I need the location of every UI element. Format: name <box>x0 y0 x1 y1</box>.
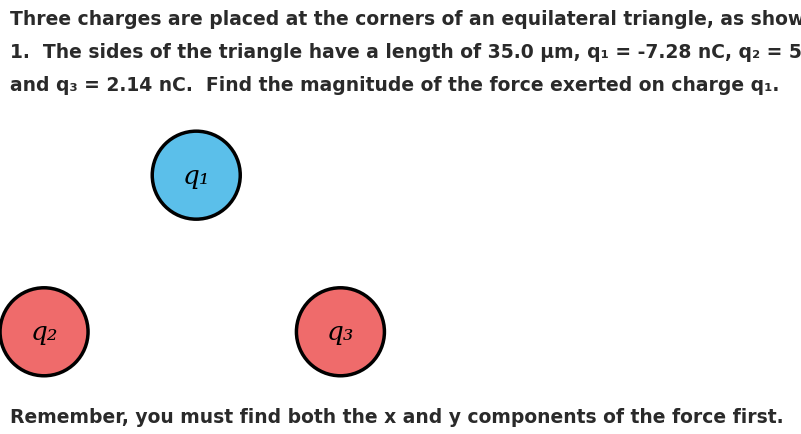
Ellipse shape <box>0 288 88 376</box>
Text: q₁: q₁ <box>183 163 210 188</box>
Text: and q₃ = 2.14 nC.  Find the magnitude of the force exerted on charge q₁.: and q₃ = 2.14 nC. Find the magnitude of … <box>10 76 779 95</box>
Text: 1.  The sides of the triangle have a length of 35.0 μm, q₁ = -7.28 nC, q₂ = 5.69: 1. The sides of the triangle have a leng… <box>10 43 801 62</box>
Text: q₂: q₂ <box>30 319 58 345</box>
Text: q₃: q₃ <box>327 319 354 345</box>
Ellipse shape <box>152 132 240 220</box>
Text: Three charges are placed at the corners of an equilateral triangle, as shown in : Three charges are placed at the corners … <box>10 10 801 29</box>
Ellipse shape <box>296 288 384 376</box>
Text: Remember, you must find both the x and y components of the force first.: Remember, you must find both the x and y… <box>10 407 783 426</box>
